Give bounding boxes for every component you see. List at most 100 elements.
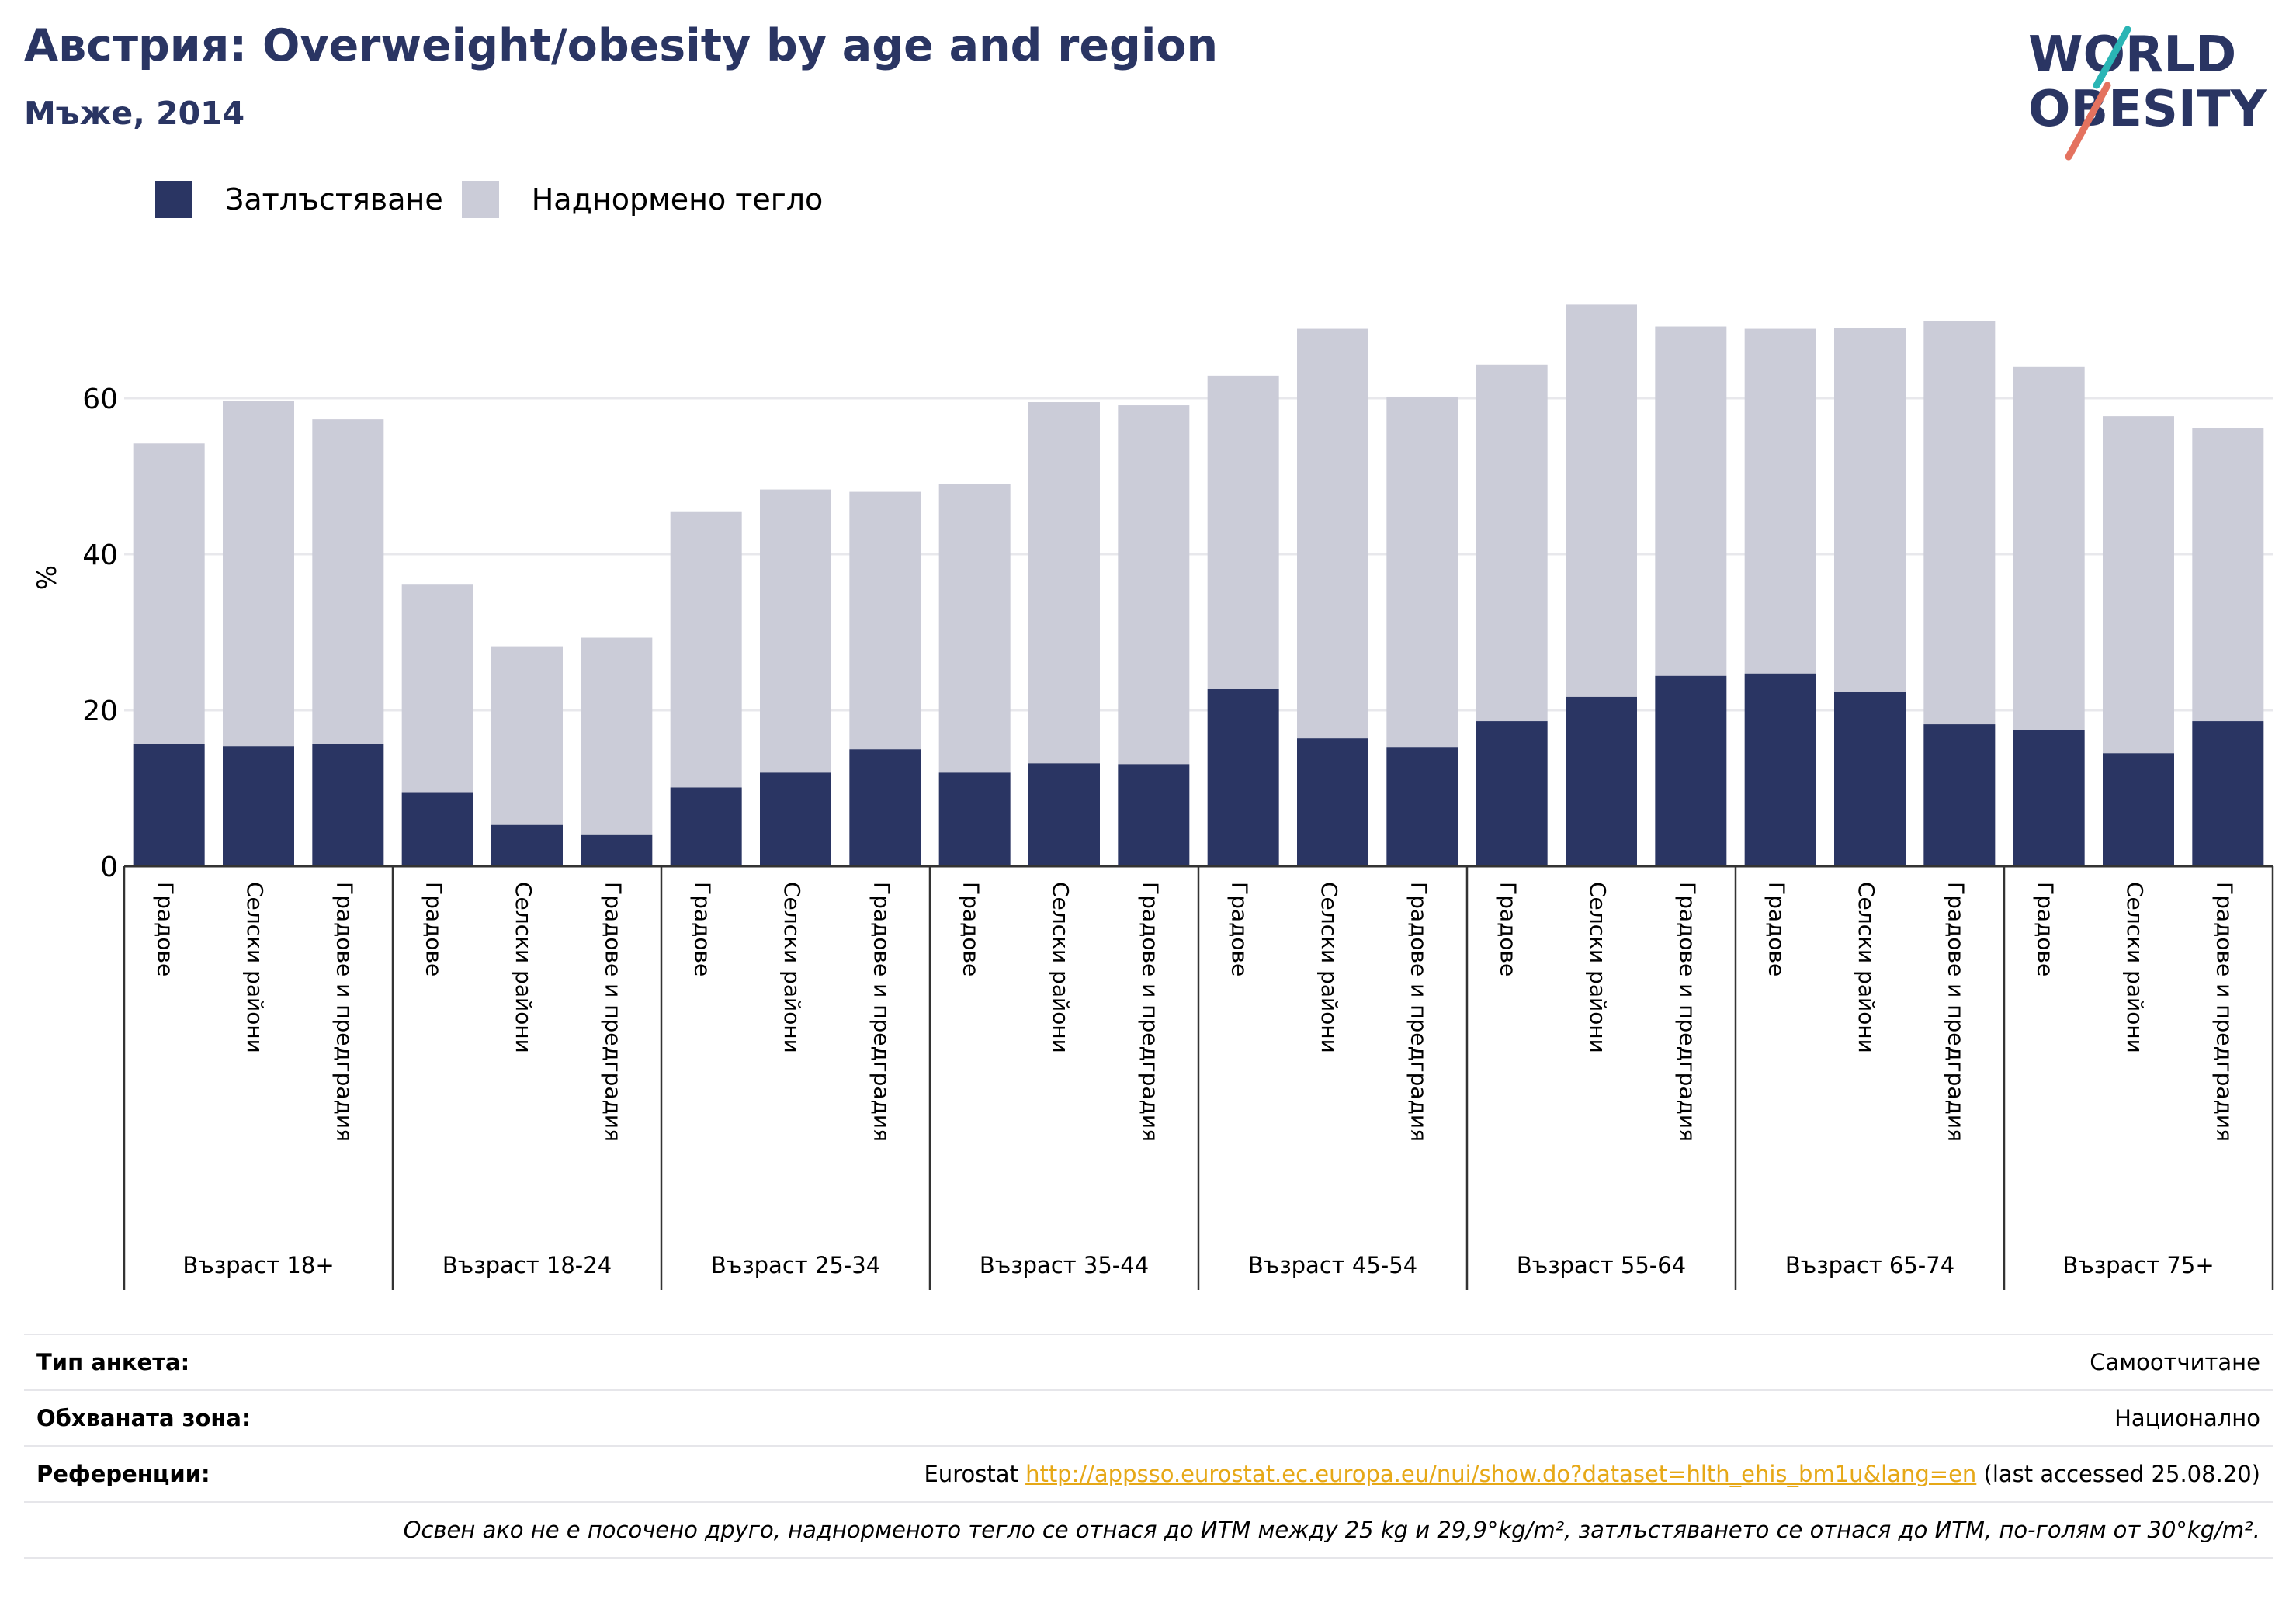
y-tick-label: 20 bbox=[82, 695, 118, 727]
bar-overweight bbox=[223, 401, 294, 747]
x-category-label: Селски райони bbox=[1048, 882, 1073, 1053]
x-category-label: Градове bbox=[959, 882, 984, 976]
survey-type-label: Тип анкета: bbox=[36, 1349, 190, 1375]
x-category-label: Градове bbox=[421, 882, 447, 976]
legend-label-obesity: Затлъстяване bbox=[225, 182, 443, 217]
x-category-label: Градове и предградия bbox=[2211, 882, 2237, 1142]
bar-obesity bbox=[1476, 721, 1548, 866]
bar-overweight bbox=[1476, 364, 1548, 722]
references-suffix: (last accessed 25.08.20) bbox=[1976, 1461, 2261, 1487]
logo-line1: WORLD bbox=[2028, 26, 2236, 84]
bar-obesity bbox=[849, 749, 921, 866]
group-label: Възраст 18-24 bbox=[442, 1252, 612, 1278]
x-category-label: Градове bbox=[1227, 882, 1253, 976]
x-category-label: Селски райони bbox=[1585, 882, 1611, 1053]
bar-overweight bbox=[760, 489, 831, 773]
bar-obesity bbox=[670, 787, 742, 866]
group-label: Възраст 55-64 bbox=[1517, 1252, 1686, 1278]
group-label: Възраст 75+ bbox=[2062, 1252, 2214, 1278]
references-prefix: Eurostat bbox=[924, 1461, 1026, 1487]
info-table: Тип анкета: Самоотчитане Обхваната зона:… bbox=[24, 1334, 2273, 1559]
legend-swatch-obesity bbox=[155, 181, 192, 218]
bar-overweight bbox=[1923, 321, 1996, 725]
y-tick-label: 60 bbox=[82, 383, 118, 415]
x-category-label: Градове bbox=[1764, 882, 1790, 976]
x-category-label: Селски райони bbox=[242, 882, 268, 1053]
logo-line2: OBESITY bbox=[2028, 81, 2267, 138]
legend-item-overweight[interactable]: Наднормено тегло bbox=[461, 181, 823, 218]
x-category-label: Селски райони bbox=[779, 882, 805, 1053]
bar-obesity bbox=[2192, 721, 2264, 866]
x-category-label: Градове и предградия bbox=[600, 882, 626, 1142]
bar-obesity bbox=[1028, 763, 1100, 866]
bar-obesity bbox=[1566, 696, 1637, 866]
bar-obesity bbox=[581, 834, 653, 866]
bar-overweight bbox=[401, 584, 473, 793]
x-category-label: Градове и предградия bbox=[331, 882, 357, 1142]
bar-overweight bbox=[1655, 326, 1727, 676]
bar-overweight bbox=[2013, 366, 2085, 730]
x-category-label: Градове bbox=[1496, 882, 1521, 976]
world-obesity-logo: WORLD OBESITY bbox=[2028, 26, 2267, 161]
bar-obesity bbox=[491, 824, 563, 866]
bar-obesity bbox=[1297, 738, 1368, 866]
bar-overweight bbox=[2192, 428, 2264, 722]
coverage-value: Национално bbox=[2114, 1405, 2260, 1431]
bar-obesity bbox=[1834, 692, 1906, 866]
legend: Затлъстяване Наднормено тегло bbox=[155, 180, 841, 219]
bar-obesity bbox=[1386, 747, 1458, 866]
bar-overweight bbox=[938, 484, 1011, 773]
bar-overweight bbox=[1744, 328, 1816, 674]
bar-obesity bbox=[1923, 724, 1996, 866]
references-label: Референции: bbox=[36, 1461, 210, 1487]
bar-overweight bbox=[491, 646, 563, 825]
bar-overweight bbox=[1118, 405, 1190, 765]
survey-type-value: Самоотчитане bbox=[2090, 1349, 2260, 1375]
bar-overweight bbox=[1386, 396, 1458, 748]
legend-item-obesity[interactable]: Затлъстяване bbox=[155, 181, 443, 218]
x-category-label: Градове и предградия bbox=[1406, 882, 1431, 1142]
y-tick-label: 0 bbox=[100, 852, 118, 883]
y-axis-label: % bbox=[32, 565, 63, 590]
bar-obesity bbox=[312, 744, 384, 866]
bar-obesity bbox=[760, 772, 831, 866]
chart-title: Австрия: Overweight/obesity by age and r… bbox=[24, 20, 1219, 71]
bar-obesity bbox=[401, 792, 473, 866]
info-row-note: Освен ако не е посочено друго, наднормен… bbox=[24, 1501, 2273, 1559]
x-category-label: Градове bbox=[690, 882, 716, 976]
info-row-references: Референции: Eurostat http://appsso.euros… bbox=[24, 1445, 2273, 1501]
coverage-label: Обхваната зона: bbox=[36, 1405, 251, 1431]
bar-overweight bbox=[1297, 328, 1368, 739]
x-category-label: Градове и предградия bbox=[869, 882, 894, 1142]
bar-overweight bbox=[1834, 328, 1906, 692]
group-label: Възраст 65-74 bbox=[1785, 1252, 1954, 1278]
bar-obesity bbox=[2013, 730, 2085, 866]
y-tick-label: 40 bbox=[82, 539, 118, 571]
x-category-label: Градове bbox=[2033, 882, 2058, 976]
group-label: Възраст 18+ bbox=[182, 1252, 334, 1278]
eurostat-link[interactable]: http://appsso.eurostat.ec.europa.eu/nui/… bbox=[1025, 1461, 1977, 1487]
x-category-label: Селски райони bbox=[1316, 882, 1342, 1053]
bar-obesity bbox=[1207, 689, 1279, 866]
bar-obesity bbox=[1744, 673, 1816, 866]
bar-obesity bbox=[133, 744, 205, 866]
bar-chart: 0 20 40 60% Градове Селски райони Градове и пр… bbox=[32, 304, 2274, 1290]
group-label: Възраст 25-34 bbox=[711, 1252, 880, 1278]
references-value: Eurostat http://appsso.eurostat.ec.europ… bbox=[924, 1461, 2260, 1487]
bar-obesity bbox=[2103, 753, 2174, 866]
group-label: Възраст 45-54 bbox=[1248, 1252, 1417, 1278]
legend-swatch-overweight bbox=[461, 181, 499, 218]
x-category-label: Селски райони bbox=[511, 882, 536, 1053]
info-row-coverage: Обхваната зона: Национално bbox=[24, 1389, 2273, 1445]
bar-overweight bbox=[1566, 304, 1637, 697]
bar-overweight bbox=[1207, 375, 1279, 689]
bar-overweight bbox=[581, 637, 653, 835]
x-category-label: Градове и предградия bbox=[1674, 882, 1700, 1142]
bar-obesity bbox=[223, 746, 294, 866]
chart-subtitle: Мъже, 2014 bbox=[24, 95, 245, 132]
info-row-survey: Тип анкета: Самоотчитане bbox=[24, 1334, 2273, 1389]
bar-overweight bbox=[670, 511, 742, 788]
x-category-label: Градове и предградия bbox=[1137, 882, 1163, 1142]
bar-overweight bbox=[312, 419, 384, 744]
bar-overweight bbox=[2103, 416, 2174, 754]
